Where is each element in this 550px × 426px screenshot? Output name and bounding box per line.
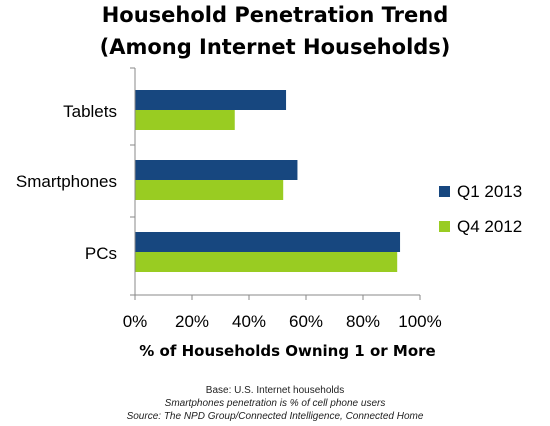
bar-pcs-q1-2013: [135, 232, 401, 252]
bar-tablets-q1-2013: [135, 90, 287, 110]
category-label-smartphones: Smartphones: [16, 172, 117, 191]
bar-chart: Tablets Smartphones PCs 0% 20% 40% 60% 80% 100%%…: [16, 67, 522, 360]
source-note: Source: The NPD Group/Connected Intellig…: [126, 411, 424, 422]
legend-swatch-q4-2012: [439, 221, 450, 232]
bar-pcs-q4-2012: [135, 252, 398, 272]
x-tick-label-0: 0%: [123, 312, 148, 331]
legend-label-q4-2012: Q4 2012: [457, 217, 522, 236]
x-tick-label-5: 100%: [398, 312, 441, 331]
bar-tablets-q4-2012: [135, 110, 235, 130]
x-tick-label-3: 60%: [289, 312, 323, 331]
chart-title: Household Penetration Trend: [101, 3, 449, 27]
legend-label-q1-2013: Q1 2013: [457, 182, 522, 201]
bar-smartphones-q1-2013: [135, 160, 298, 180]
x-axis-label: % of Households Owning 1 or More: [139, 342, 435, 360]
bar-smartphones-q4-2012: [135, 180, 284, 200]
chart-subtitle: (Among Internet Households): [99, 35, 451, 59]
smartphone-note: Smartphones penetration is % of cell pho…: [164, 398, 386, 409]
category-label-pcs: PCs: [85, 244, 117, 263]
x-tick-label-4: 80%: [346, 312, 380, 331]
x-tick-label-2: 40%: [232, 312, 266, 331]
base-note: Base: U.S. Internet households: [205, 385, 345, 396]
x-tick-label-1: 20%: [175, 312, 209, 331]
category-label-tablets: Tablets: [63, 102, 117, 121]
legend-swatch-q1-2013: [439, 186, 450, 197]
